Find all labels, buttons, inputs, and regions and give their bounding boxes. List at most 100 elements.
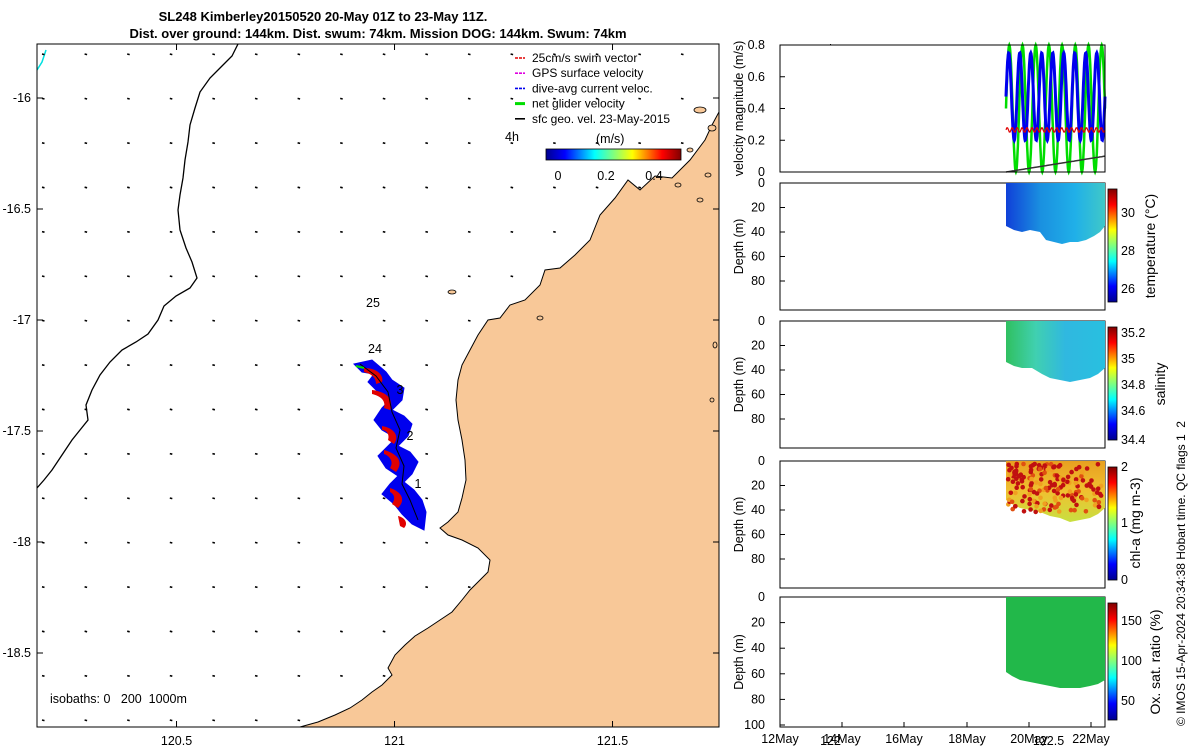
chla-dot: [1051, 464, 1056, 470]
sfc-vector: [127, 541, 130, 544]
sfc-vector: [254, 630, 258, 633]
sfc-vector: [340, 497, 343, 500]
colorbar-title: (m/s): [596, 132, 624, 146]
sfc-vector: [254, 497, 258, 500]
sfc-vector: [595, 97, 599, 100]
lat-tick-label: -18.5: [3, 646, 32, 660]
sfc-vector: [41, 186, 45, 189]
sfc-vector: [340, 452, 343, 455]
sfc-vector: [84, 97, 88, 100]
sfc-vector: [467, 586, 471, 589]
sfc-vector: [254, 319, 258, 322]
sfc-vector: [212, 630, 216, 633]
chla-dot: [1076, 489, 1081, 494]
sfc-vector: [382, 275, 386, 278]
colorbar-tick-label: 2: [1121, 460, 1128, 474]
sfc-vector: [340, 275, 343, 278]
oxygen-colorbar: [1107, 602, 1118, 721]
sfc-vector: [467, 53, 471, 56]
chla-dot: [1068, 507, 1074, 513]
chla-dot: [1013, 490, 1018, 496]
sfc-vector: [84, 53, 88, 56]
chla-dot: [1092, 503, 1098, 508]
sfc-vector: [340, 541, 343, 544]
sfc-vector: [382, 630, 386, 633]
chla-dot: [1021, 474, 1026, 480]
colorbar-tick-label: 35: [1121, 352, 1135, 366]
chla-dot: [1065, 474, 1071, 480]
glider-track: [353, 359, 427, 531]
sfc-vector: [212, 541, 216, 544]
colorbar-tick-label: 30: [1121, 206, 1135, 220]
panel-ytick-label: 60: [751, 667, 765, 681]
sfc-vector: [297, 674, 301, 677]
sfc-vector: [297, 541, 301, 544]
panel-ytick-label: 20: [751, 339, 765, 353]
sfc-vector: [84, 319, 88, 322]
colorbar-tick-label: 34.6: [1121, 404, 1145, 418]
legend-label: dive-avg current veloc.: [532, 81, 653, 95]
chla-dot: [1029, 481, 1034, 486]
colorbar-label: salinity: [1152, 363, 1168, 406]
sfc-vector: [169, 674, 173, 677]
lon-tick-label: 120.5: [161, 734, 192, 748]
lat-tick-label: -17.5: [3, 424, 32, 438]
chla-panel: [779, 460, 1118, 589]
sfc-vector: [254, 53, 258, 56]
chla-dot: [1038, 481, 1043, 487]
chla-dot: [1037, 466, 1043, 472]
sfc-vector: [84, 630, 88, 633]
date-label: 22May: [1072, 732, 1110, 746]
sfc-vector: [169, 497, 173, 500]
surface-vector-grid: [41, 53, 684, 722]
colorbar-tick-label: 35.2: [1121, 326, 1145, 340]
sfc-vector: [340, 674, 343, 677]
sfc-vector: [254, 275, 258, 278]
legend-label: 25cm/s swim vector: [532, 51, 637, 65]
sfc-vector: [254, 364, 258, 367]
chla-dot: [1007, 467, 1012, 473]
sfc-vector: [510, 186, 514, 189]
panel-ytick-label: 40: [751, 503, 765, 517]
sfc-vector: [169, 319, 173, 322]
sfc-vector: [382, 674, 386, 677]
time-label: 4h: [505, 130, 519, 144]
panel-ytick-label: 20: [751, 479, 765, 493]
sfc-vector: [127, 186, 130, 189]
sfc-vector: [425, 53, 429, 56]
chla-dot: [1089, 478, 1094, 483]
panel-ylabel: Depth (m): [732, 219, 746, 275]
chla-dot: [1079, 474, 1084, 479]
panel-ytick-label: 60: [751, 528, 765, 542]
lon-tick-label: 122.5: [1033, 734, 1064, 748]
panel-ytick-label: 20: [751, 201, 765, 215]
chla-dot: [1065, 493, 1071, 498]
sfc-vector: [340, 319, 343, 322]
chla-dot: [1061, 477, 1066, 483]
chla-dot: [1055, 487, 1061, 492]
chla-dot: [1034, 491, 1040, 496]
chla-dot: [1080, 478, 1086, 483]
chla-dot: [1019, 479, 1025, 484]
sfc-vector: [127, 586, 130, 589]
sfc-vector: [169, 408, 173, 411]
sfc-vector: [127, 674, 130, 677]
sfc-vector: [467, 142, 471, 145]
temperature-colorbar: [1107, 188, 1118, 303]
salinity-panel: [779, 320, 1118, 449]
lon-axis: 120.5 121 121.5 122 122.5 1 2 3: [161, 44, 1064, 748]
chla-dot: [1054, 473, 1060, 478]
chla-dot: [1033, 509, 1038, 515]
panel-ytick-label: 20: [751, 616, 765, 630]
sfc-vector: [41, 230, 45, 233]
islands: [447, 106, 718, 403]
chla-dot: [1014, 461, 1020, 467]
sfc-vector: [297, 630, 301, 633]
sfc-vector: [340, 230, 343, 233]
sfc-vector: [297, 586, 301, 589]
chla-dot: [1055, 491, 1060, 496]
sfc-vector: [41, 630, 45, 633]
sfc-vector: [41, 674, 45, 677]
chla-dot: [1051, 488, 1057, 494]
sfc-vector: [467, 230, 471, 233]
